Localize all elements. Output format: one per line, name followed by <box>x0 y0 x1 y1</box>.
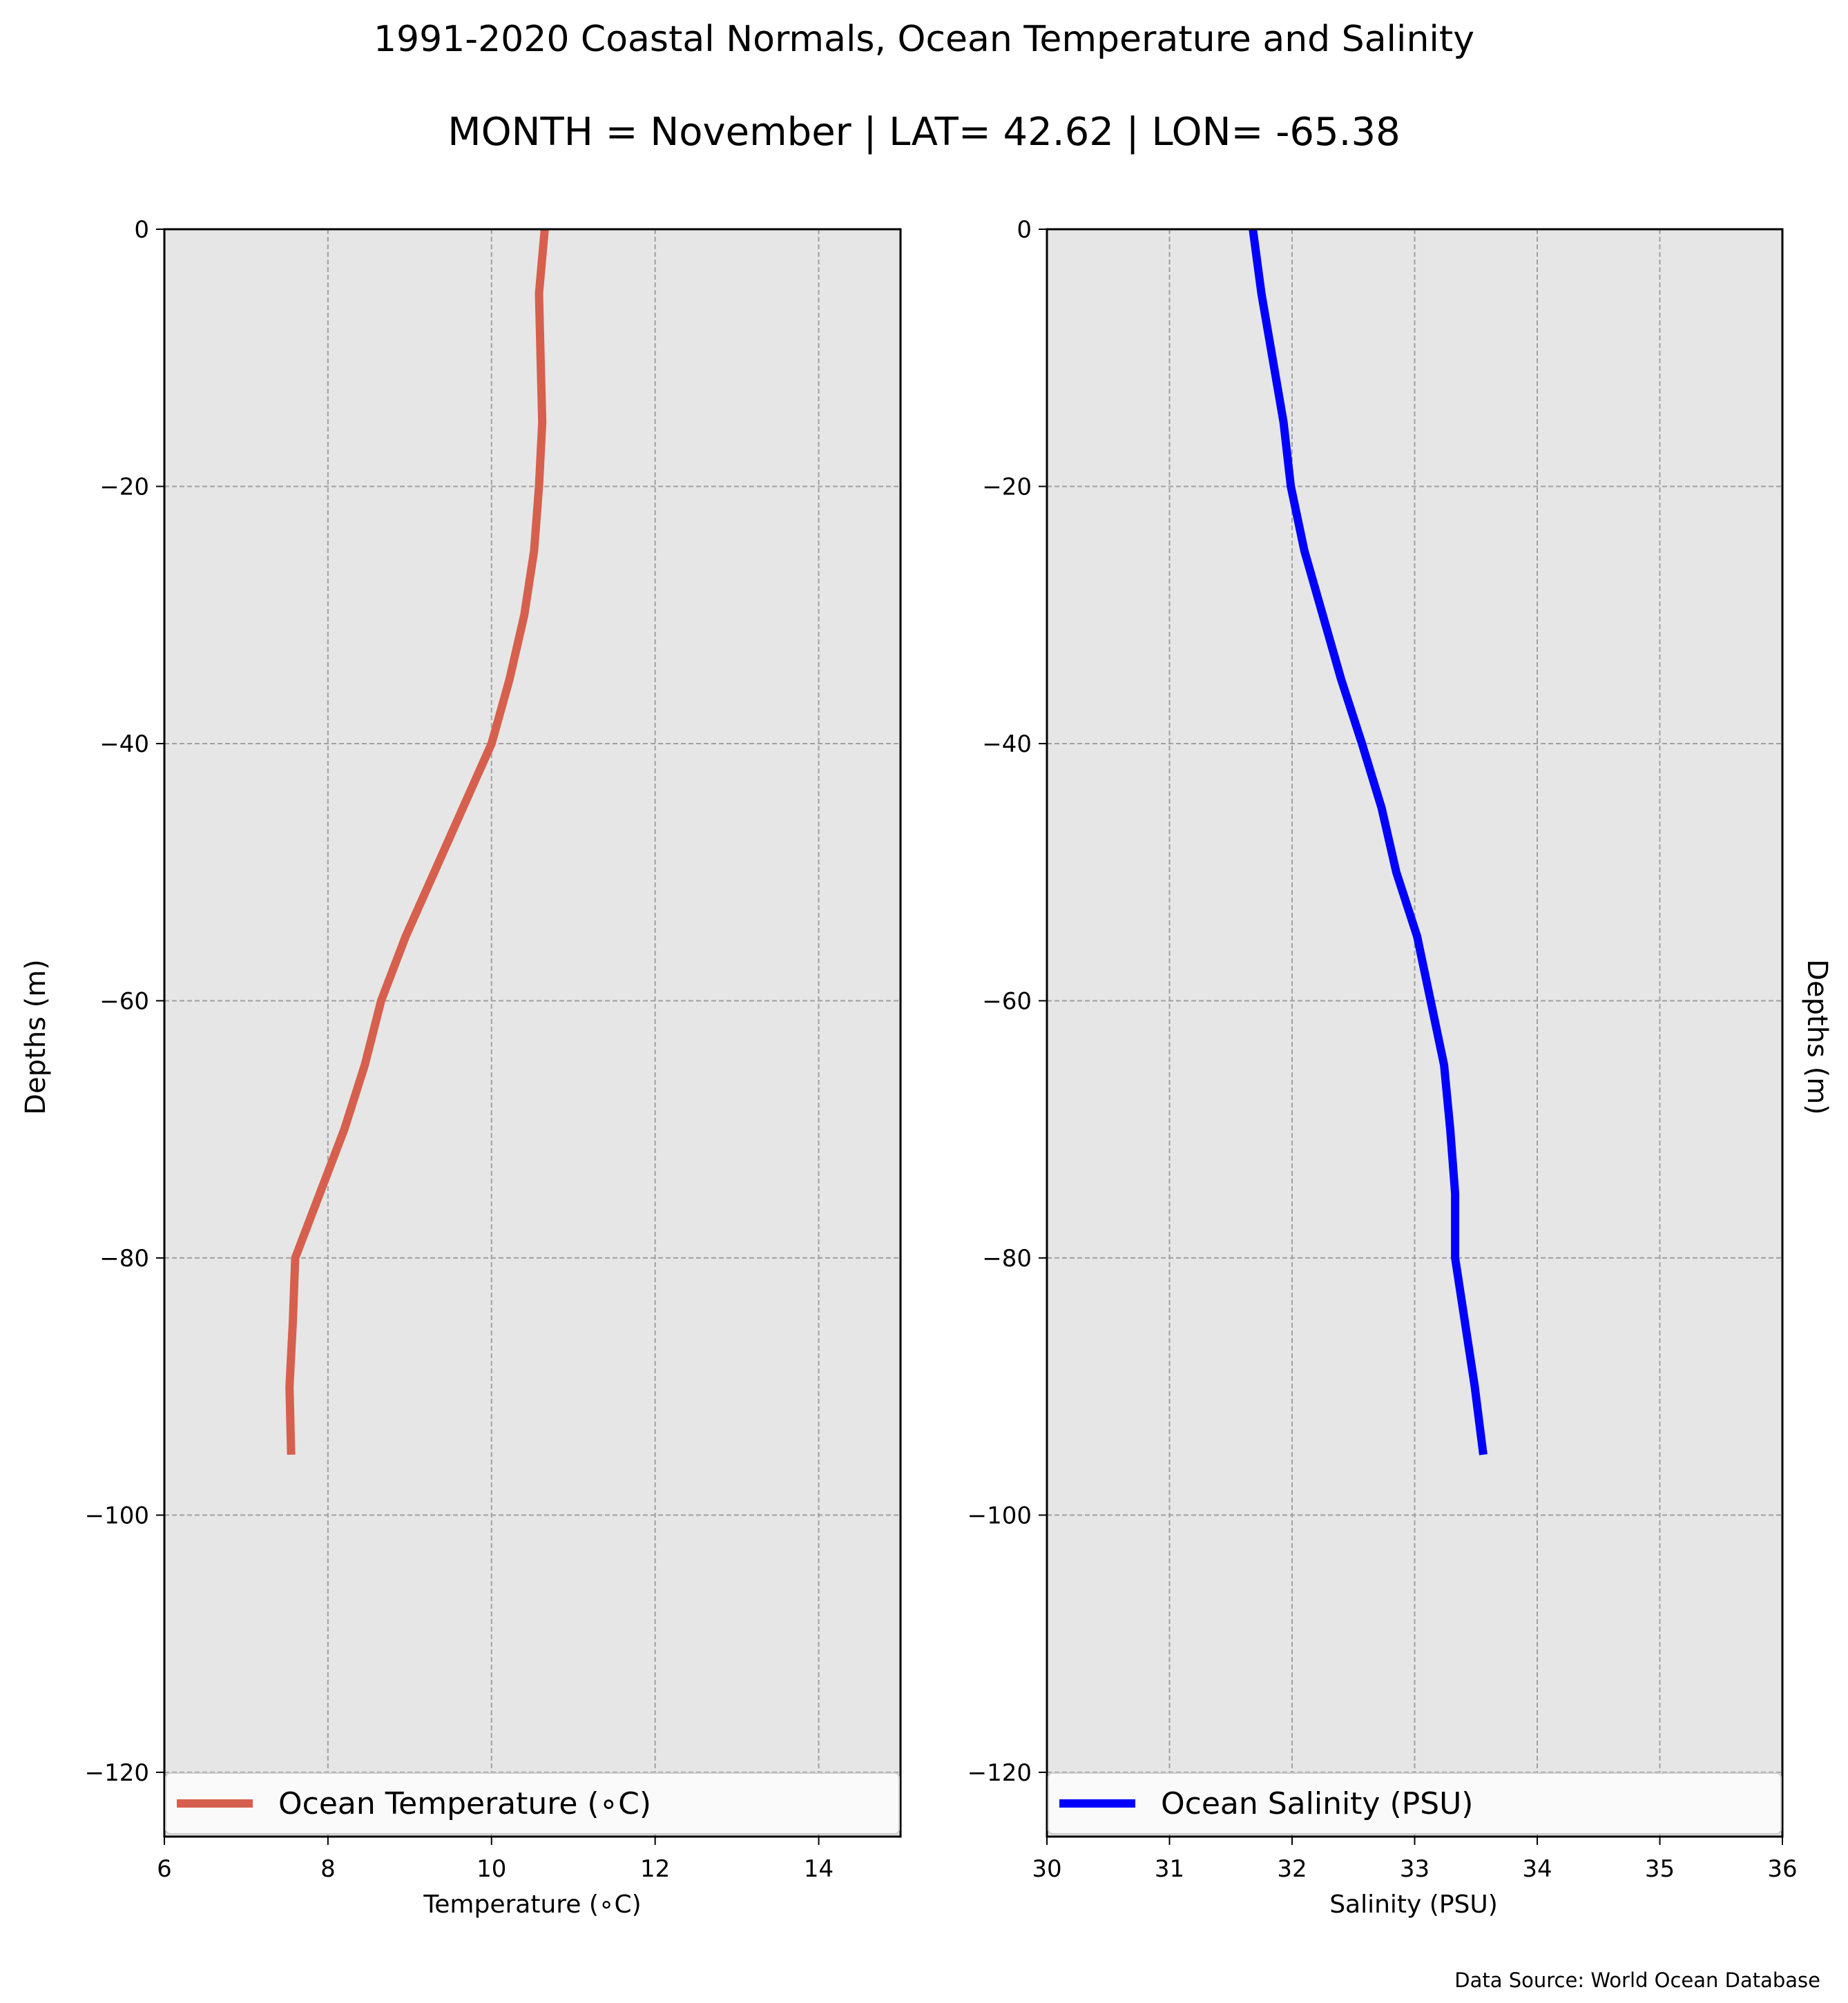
temperature-xlabel: Temperature (∘C) <box>423 1890 641 1919</box>
salinity-legend: Ocean Salinity (PSU) <box>1048 1772 1782 1835</box>
temperature-ytick-label: −40 <box>99 730 149 758</box>
salinity-xlabel: Salinity (PSU) <box>1329 1890 1498 1919</box>
salinity-xtick-label: 31 <box>1155 1855 1184 1883</box>
salinity-legend-label: Ocean Salinity (PSU) <box>1161 1786 1473 1821</box>
temperature-xtick-label: 14 <box>804 1855 834 1883</box>
temperature-ytick-label: −60 <box>99 987 149 1015</box>
salinity-ytick-label: −60 <box>982 987 1032 1015</box>
salinity-xtick-label: 35 <box>1645 1855 1675 1883</box>
chart-subtitle: MONTH = November | LAT= 42.62 | LON= -65… <box>447 110 1401 155</box>
salinity-ytick-label: 0 <box>1017 216 1032 244</box>
right-ylabel: Depths (m) <box>1801 959 1833 1115</box>
chart-title: 1991-2020 Coastal Normals, Ocean Tempera… <box>374 19 1474 60</box>
temperature-ytick-label: −100 <box>85 1502 149 1529</box>
salinity-xtick-label: 32 <box>1277 1855 1307 1883</box>
temperature-legend-label: Ocean Temperature (∘C) <box>278 1786 651 1821</box>
data-source: Data Source: World Ocean Database <box>1454 1968 1820 1992</box>
temperature-plot-area <box>164 229 901 1837</box>
temperature-legend-box <box>165 1772 900 1835</box>
salinity-legend-box <box>1048 1772 1782 1835</box>
salinity-ytick-label: −40 <box>982 730 1032 758</box>
left-ylabel: Depths (m) <box>20 959 52 1115</box>
salinity-ytick-label: −120 <box>968 1759 1032 1787</box>
temperature-xtick-label: 6 <box>157 1855 172 1883</box>
salinity-xtick-label: 30 <box>1032 1855 1061 1883</box>
temperature-xtick-label: 8 <box>320 1855 336 1883</box>
temperature-ytick-label: 0 <box>134 216 149 244</box>
salinity-panel: 30 31 32 33 34 35 36 0 −20 −40 −60 −80 −100 −120 Ocean… <box>968 216 1798 1883</box>
salinity-xtick-label: 33 <box>1400 1855 1430 1883</box>
temperature-ytick-label: −80 <box>99 1245 149 1273</box>
temperature-xtick-label: 12 <box>640 1855 670 1883</box>
temperature-ytick-label: −120 <box>85 1759 149 1787</box>
salinity-xtick-label: 34 <box>1522 1855 1552 1883</box>
temperature-series-line <box>285 229 549 1455</box>
salinity-ytick-label: −100 <box>968 1502 1032 1529</box>
salinity-plot-area <box>1047 229 1782 1837</box>
temperature-axes-frame <box>163 228 902 1838</box>
salinity-xtick-label: 36 <box>1767 1855 1797 1883</box>
salinity-ytick-label: −20 <box>982 473 1032 501</box>
temperature-panel: 6 8 10 12 14 0 −20 −40 −60 −80 −100 −120 Ocean Tempe… <box>85 216 902 1883</box>
temperature-xtick-label: 10 <box>477 1855 506 1883</box>
temperature-legend: Ocean Temperature (∘C) <box>165 1772 900 1835</box>
temperature-ytick-label: −20 <box>99 473 149 501</box>
salinity-ytick-label: −80 <box>982 1245 1032 1273</box>
salinity-series-line <box>1249 229 1488 1455</box>
